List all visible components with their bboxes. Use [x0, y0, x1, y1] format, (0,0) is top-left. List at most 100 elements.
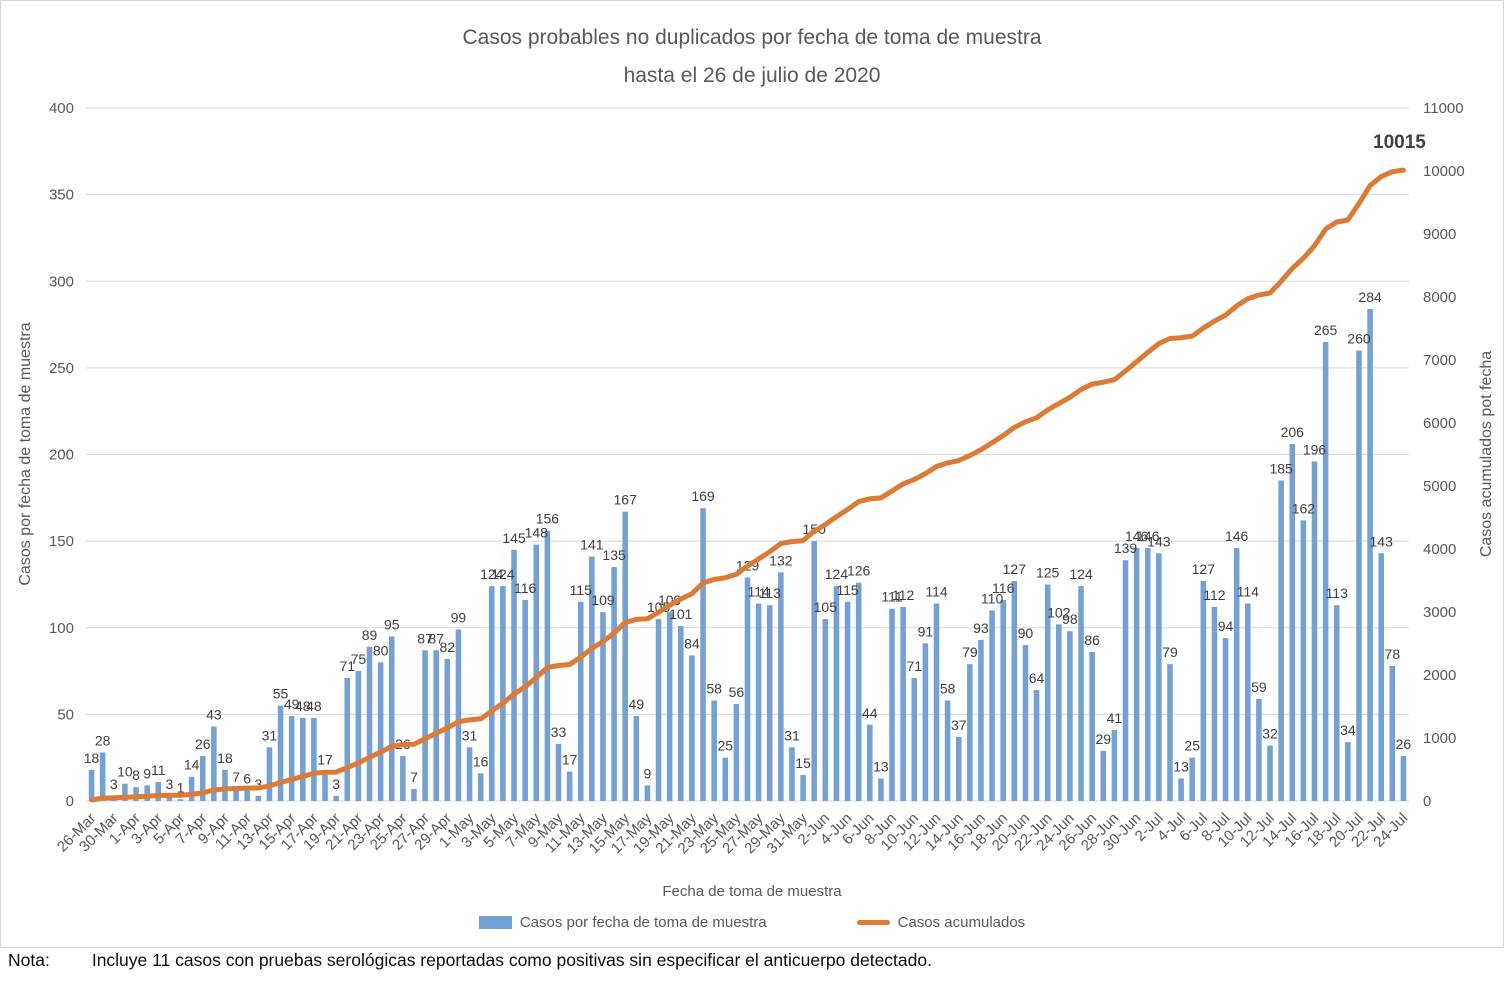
bar-data-label: 64: [1029, 670, 1045, 686]
bar: [1100, 750, 1107, 801]
bar: [566, 771, 573, 801]
left-axis-tick-label: 0: [66, 793, 74, 810]
bar: [1367, 308, 1373, 801]
right-axis-tick-label: 7000: [1423, 352, 1456, 369]
bar-data-label: 114: [1237, 583, 1260, 599]
bar-data-label: 105: [814, 599, 838, 615]
bar: [1233, 548, 1240, 801]
bar-series-swatch-icon: [478, 916, 512, 929]
bar-data-label: 29: [1095, 731, 1111, 747]
bar: [1133, 548, 1140, 801]
bar: [288, 716, 295, 801]
left-axis-tick-label: 350: [49, 187, 74, 204]
bar: [711, 700, 717, 801]
legend-item-line: Casos acumulados: [856, 914, 1026, 931]
chart-title: Casos probables no duplicados por fecha …: [1, 19, 1503, 95]
bar-data-label: 127: [1192, 561, 1216, 577]
bar: [400, 755, 406, 801]
bar-data-label: 139: [1114, 540, 1138, 556]
legend-label-bars: Casos por fecha de toma de muestra: [519, 914, 767, 931]
bar: [755, 603, 762, 801]
bar-data-label: 17: [317, 752, 333, 768]
bar-data-label: 34: [1340, 722, 1356, 738]
bar-data-label: 31: [462, 727, 478, 743]
bar: [689, 655, 695, 801]
left-axis-tick-label: 150: [49, 533, 74, 550]
bar: [500, 586, 506, 801]
bar-data-label: 115: [570, 582, 593, 598]
bar-data-label: 146: [1136, 528, 1160, 544]
bar-data-label: 41: [1107, 710, 1123, 726]
bar-data-label: 113: [1326, 585, 1349, 601]
bar-data-label: 16: [473, 753, 489, 769]
bar-data-label: 84: [684, 635, 700, 651]
bar-data-label: 93: [973, 620, 989, 636]
bar-data-label: 3: [165, 776, 173, 792]
bar-data-label: 17: [562, 752, 578, 768]
chart-title-line2: hasta el 26 de julio de 2020: [623, 64, 881, 87]
bar-data-label: 116: [992, 580, 1015, 596]
bar-data-label: 91: [918, 623, 934, 639]
bar: [655, 619, 662, 801]
chart-title-line1: Casos probables no duplicados por fecha …: [462, 26, 1042, 49]
bar: [1311, 461, 1318, 801]
bar-data-label: 44: [862, 705, 878, 721]
bar: [199, 755, 206, 801]
bar-data-label: 48: [295, 698, 311, 714]
bar: [678, 626, 684, 801]
bar: [455, 629, 462, 801]
bar: [533, 544, 540, 801]
bar-data-label: 185: [1269, 460, 1293, 476]
bar: [1345, 742, 1351, 801]
right-axis-tick-label: 5000: [1423, 478, 1456, 495]
bar-data-label: 132: [769, 552, 793, 568]
bar-data-label: 58: [706, 681, 722, 697]
bar: [266, 747, 273, 801]
bar: [1256, 698, 1262, 801]
bar-data-label: 75: [351, 651, 367, 667]
bar: [789, 747, 795, 801]
bar: [411, 788, 417, 801]
bar-data-label: 32: [1262, 726, 1278, 742]
bar: [477, 773, 484, 801]
right-axis-tick-label: 4000: [1423, 541, 1456, 558]
bar-data-label: 49: [284, 696, 300, 712]
bar: [722, 757, 729, 801]
left-axis-tick-label: 250: [49, 360, 74, 377]
bar-data-label: 10: [117, 764, 133, 780]
bar: [300, 717, 306, 801]
bar: [1222, 638, 1229, 801]
bar: [255, 795, 262, 801]
bar-data-label: 156: [536, 511, 560, 527]
bar: [1200, 580, 1207, 801]
bar: [922, 643, 929, 801]
bar: [433, 650, 439, 801]
bar-data-label: 124: [491, 566, 515, 582]
bar: [233, 788, 239, 801]
bar-data-label: 55: [273, 686, 289, 702]
bar: [1322, 341, 1329, 801]
bar: [744, 577, 751, 801]
legend-label-line: Casos acumulados: [897, 914, 1026, 931]
bar: [1267, 745, 1273, 801]
chart-legend: Casos por fecha de toma de muestra Casos…: [1, 914, 1503, 931]
legend-item-bars: Casos por fecha de toma de muestra: [478, 914, 767, 931]
bar: [1167, 664, 1173, 801]
bar: [589, 556, 595, 801]
bar: [133, 787, 139, 801]
chart-container: 0 50 100 150 200 250 300 350 400 0 1000 2000 3000 400…: [0, 0, 1504, 948]
bar: [967, 664, 973, 801]
bar: [277, 705, 284, 801]
bar: [855, 582, 862, 801]
bar: [1189, 757, 1195, 801]
bar: [633, 716, 640, 801]
bar-data-label: 111: [881, 589, 902, 605]
bar: [833, 586, 840, 801]
bar-data-label: 7: [232, 769, 240, 785]
bar-data-label: 49: [629, 696, 645, 712]
bar: [489, 586, 495, 801]
bar-data-label: 102: [1047, 604, 1071, 620]
bar-data-label: 79: [962, 644, 978, 660]
bar: [322, 771, 328, 801]
